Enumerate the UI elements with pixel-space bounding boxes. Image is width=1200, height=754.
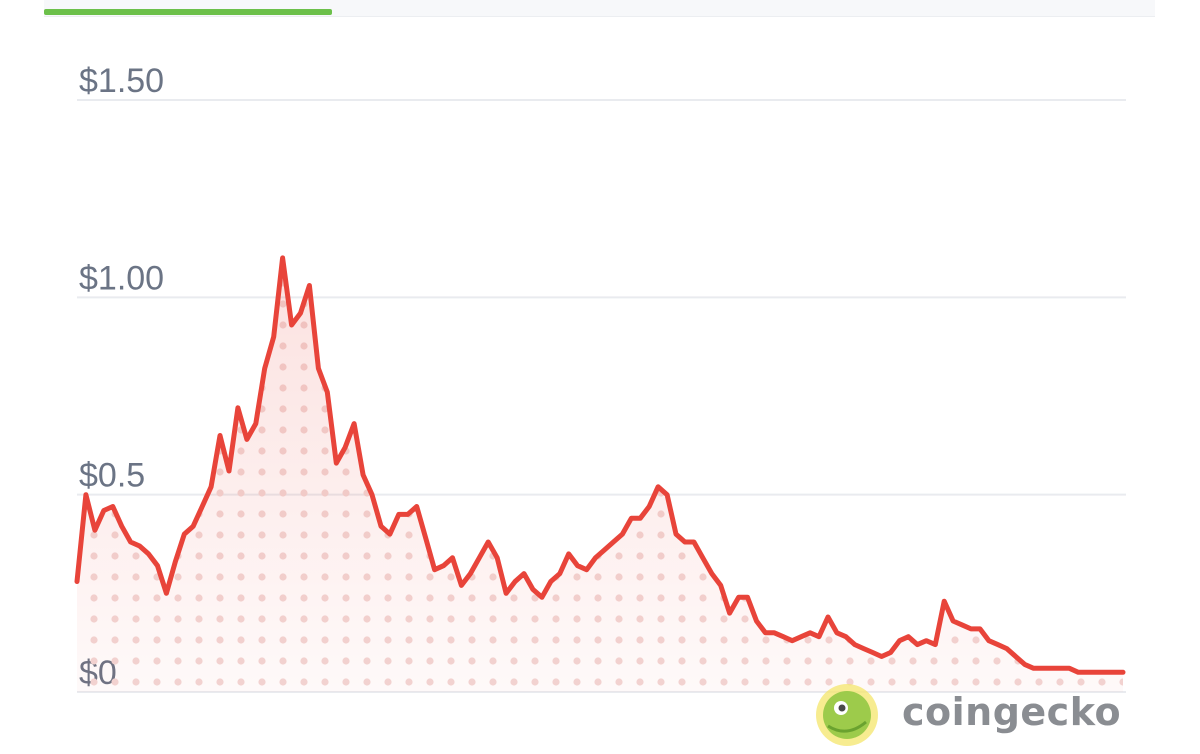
y-tick-label: $1.00 [79,259,164,297]
coingecko-watermark: coingecko [814,678,1134,754]
y-tick-label: $1.50 [79,62,164,100]
price-area [77,257,1123,692]
active-tab-indicator[interactable] [44,9,332,15]
coingecko-wordmark: coingecko [902,690,1122,734]
chart-tab-bar [44,0,1155,17]
gecko-logo-icon [816,684,878,746]
price-line [74,255,1126,675]
y-tick-label: $0.5 [79,457,145,495]
